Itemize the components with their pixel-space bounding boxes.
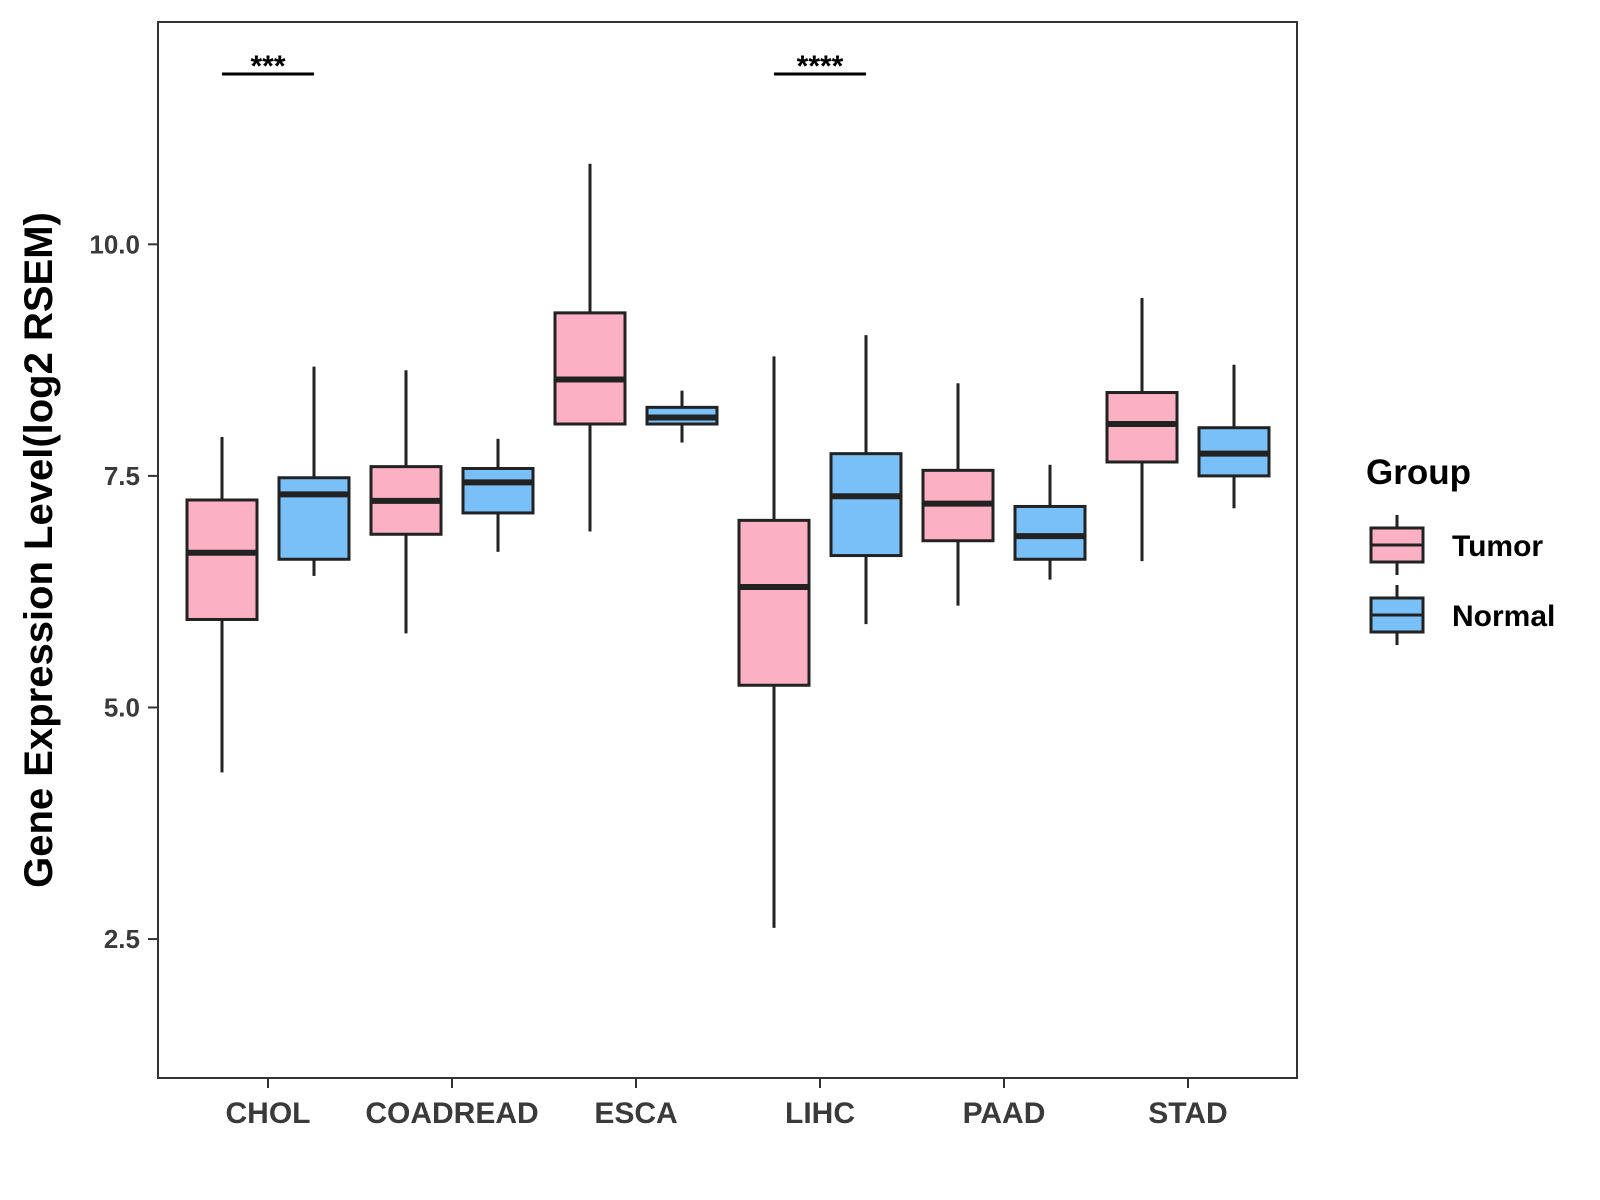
legend-title: Group: [1366, 453, 1471, 492]
y-tick-label: 2.5: [104, 924, 140, 954]
box-chol-normal: [277, 366, 351, 576]
x-tick-label: ESCA: [594, 1097, 677, 1130]
box-esca-normal: [645, 390, 719, 443]
significance-label: ***: [250, 50, 285, 83]
legend-item-normal: Normal: [1369, 585, 1555, 645]
box-iqr: [1105, 391, 1179, 464]
x-axis: CHOL COADREAD ESCA LIHC PAAD STAD: [226, 1078, 1228, 1130]
box-stad-normal: [1197, 364, 1271, 509]
box-lihc-normal: [829, 335, 903, 625]
box-iqr: [461, 466, 535, 515]
legend-item-label: Tumor: [1452, 530, 1543, 563]
x-tick-label: STAD: [1148, 1097, 1227, 1130]
y-tick-label: 5.0: [104, 692, 140, 722]
box-coadread-tumor: [369, 370, 443, 634]
y-tick-label: 7.5: [104, 461, 140, 491]
box-iqr: [829, 452, 903, 558]
box-iqr: [553, 311, 627, 426]
y-axis: 2.5 5.0 7.5 10.0: [89, 229, 158, 954]
box-iqr: [1013, 504, 1087, 561]
significance-annotations: *** ****: [222, 50, 866, 83]
box-stad-tumor: [1105, 298, 1179, 562]
x-tick-label: COADREAD: [365, 1097, 538, 1130]
x-tick-label: CHOL: [226, 1097, 311, 1130]
box-iqr: [185, 498, 259, 621]
box-iqr: [737, 518, 811, 687]
y-tick-label: 10.0: [89, 229, 140, 259]
legend: Group Tumor Normal: [1366, 453, 1555, 645]
legend-item-label: Normal: [1452, 600, 1555, 633]
x-tick-label: PAAD: [963, 1097, 1046, 1130]
y-axis-label: Gene Expression Level(log2 RSEM): [17, 212, 61, 888]
legend-item-tumor: Tumor: [1369, 515, 1543, 575]
plot-layer: [185, 163, 1271, 928]
box-chol-tumor: [185, 436, 259, 773]
box-lihc-tumor: [737, 356, 811, 928]
box-paad-tumor: [921, 383, 995, 606]
box-iqr: [277, 476, 351, 561]
box-coadread-normal: [461, 438, 535, 552]
box-esca-tumor: [553, 163, 627, 532]
box-paad-normal: [1013, 464, 1087, 580]
x-tick-label: LIHC: [785, 1097, 855, 1130]
significance-label: ****: [797, 50, 844, 83]
